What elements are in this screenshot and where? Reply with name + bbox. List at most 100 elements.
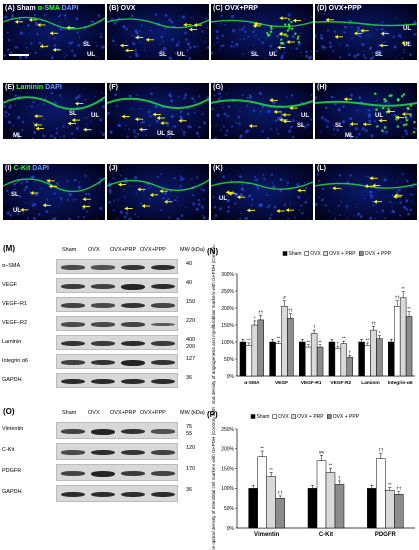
arrow-marker xyxy=(279,32,288,37)
blot-band xyxy=(61,360,85,365)
bar xyxy=(405,316,413,377)
molecular-weight: 127 xyxy=(186,356,196,362)
arrow-marker xyxy=(396,115,405,120)
legend-swatch xyxy=(272,414,277,419)
significance-mark: †† xyxy=(395,295,401,300)
stain-name: C-Kit xyxy=(13,165,33,172)
significance-mark: ** xyxy=(306,339,310,344)
x-tick-label: VEGF-R2 xyxy=(330,380,351,386)
arrow-marker xyxy=(121,114,130,119)
blot-band xyxy=(151,322,175,327)
legend-label: OVX + PRP xyxy=(297,414,324,420)
blot-band xyxy=(91,359,115,366)
arrow-marker xyxy=(82,197,91,202)
arrow-marker xyxy=(178,118,187,123)
arrow-marker xyxy=(124,206,133,211)
molecular-weight: 120 xyxy=(186,445,196,451)
bar xyxy=(316,460,327,529)
arrow-marker xyxy=(401,40,410,45)
region-tag: SL xyxy=(69,111,77,117)
blot-band xyxy=(121,491,145,498)
mw-header: MW (kDa) xyxy=(180,247,205,253)
region-tag: SL xyxy=(375,52,383,58)
region-tag: UL xyxy=(157,131,165,137)
legend-swatch xyxy=(291,414,296,419)
region-tag: UL xyxy=(301,113,309,119)
x-tick-label: VEGF xyxy=(275,380,288,386)
bar xyxy=(399,297,407,377)
arrow-marker xyxy=(150,192,159,197)
legend-swatch xyxy=(327,414,332,419)
molecular-weight: 55 xyxy=(186,431,193,437)
arrow-marker xyxy=(20,207,29,212)
significance-mark: ** xyxy=(366,337,370,342)
y-tick-label: 0% xyxy=(227,526,235,532)
bar xyxy=(334,348,342,377)
blot-strip xyxy=(56,316,178,331)
bar xyxy=(281,306,288,377)
region-tag: UL xyxy=(13,208,21,214)
scale-bar xyxy=(9,54,29,56)
arrow-marker xyxy=(135,35,144,40)
arrow-marker xyxy=(297,188,306,193)
blot-strip xyxy=(56,443,178,460)
bar xyxy=(257,456,267,529)
bar xyxy=(304,346,312,377)
arrow-marker xyxy=(67,121,76,126)
arrow-marker xyxy=(226,190,235,195)
y-tick-label: 200% xyxy=(221,306,234,312)
arrow-marker xyxy=(237,195,246,200)
x-tick-label: PDGFR xyxy=(375,532,397,538)
blot-band xyxy=(61,265,85,270)
y-tick-label: 100% xyxy=(221,486,234,492)
lane-header: Sham xyxy=(62,410,77,416)
micrograph-panel: (A) Sham α-SMA DAPI SL UL xyxy=(3,4,105,60)
panel-label: (C) OVX+PRP xyxy=(213,5,258,12)
arrow-marker xyxy=(36,126,45,131)
blot-band xyxy=(91,428,115,435)
arrow-marker xyxy=(350,122,359,127)
panel-id: (G) xyxy=(213,84,224,91)
blot-band xyxy=(91,265,115,270)
arrow-marker xyxy=(335,34,344,39)
molecular-weight: 200 xyxy=(186,344,196,350)
bar xyxy=(307,488,318,529)
arrow-marker xyxy=(50,31,58,36)
arrow-marker xyxy=(286,39,295,44)
bar xyxy=(245,345,253,377)
mw-header: MW (kDa) xyxy=(180,410,205,416)
arrow-marker xyxy=(189,27,198,32)
micrograph-panel: (J) xyxy=(107,164,209,220)
arrow-marker xyxy=(156,116,165,121)
bar xyxy=(364,345,371,377)
blot-row-label: C-Kit xyxy=(2,447,15,453)
micrograph-panel: (E) Laminin DAPI UL ML SL xyxy=(3,83,105,139)
blot-band xyxy=(121,449,145,456)
bar xyxy=(385,490,395,529)
arrow-marker xyxy=(254,22,263,27)
blot-band xyxy=(61,429,85,434)
significance-mark: * xyxy=(379,330,381,335)
arrow-marker xyxy=(33,122,42,127)
panel-id: (J) xyxy=(109,165,118,172)
panel-id: (E) xyxy=(5,84,17,91)
y-tick-label: 150% xyxy=(221,466,234,472)
significance-mark: ** xyxy=(329,463,333,468)
lane-header: Sham xyxy=(62,247,77,253)
bar xyxy=(257,319,264,377)
molecular-weight: 40 xyxy=(186,261,193,267)
blot-band xyxy=(151,283,175,290)
region-tag: ML xyxy=(13,133,22,139)
significance-mark: †† xyxy=(371,321,377,326)
blot-band xyxy=(151,429,175,434)
panel-id: (I) xyxy=(5,165,14,172)
bar-chart-p: (P)The optical density of interstitial c… xyxy=(207,407,415,550)
blot-strip xyxy=(56,464,178,481)
y-tick-label: 250% xyxy=(221,427,234,433)
arrow-marker xyxy=(152,112,161,117)
arrow-marker xyxy=(394,193,403,198)
significance-mark: ** xyxy=(277,336,281,341)
panel-id: (C) xyxy=(213,5,225,12)
blot-band xyxy=(91,284,115,289)
molecular-weight: 220 xyxy=(186,318,196,324)
